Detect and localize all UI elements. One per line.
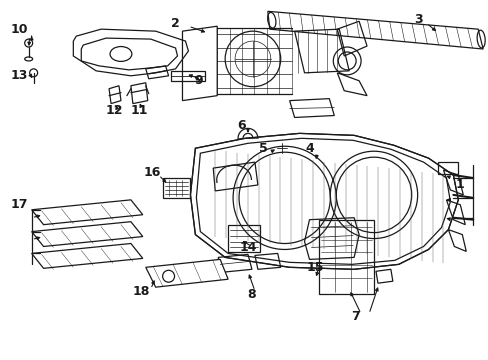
Text: 7: 7 (350, 310, 359, 323)
Bar (163, 178, 190, 198)
Text: 16: 16 (144, 166, 161, 179)
Text: 4: 4 (305, 142, 313, 155)
Text: 18: 18 (132, 285, 149, 298)
Text: 8: 8 (247, 288, 256, 301)
Text: 5: 5 (259, 142, 268, 155)
Text: 15: 15 (306, 261, 324, 274)
Text: 17: 17 (11, 198, 28, 211)
Text: 2: 2 (171, 17, 180, 30)
Polygon shape (32, 243, 142, 268)
Text: 14: 14 (239, 241, 256, 254)
Text: 1: 1 (455, 179, 464, 192)
Polygon shape (190, 133, 457, 269)
Text: 12: 12 (105, 104, 122, 117)
Bar (438, 162, 457, 174)
Text: 13: 13 (11, 69, 28, 82)
Bar (228, 225, 259, 252)
Polygon shape (32, 200, 142, 225)
Bar (319, 220, 373, 294)
Text: 10: 10 (11, 23, 28, 36)
Text: 6: 6 (237, 119, 246, 132)
Polygon shape (32, 222, 142, 247)
Bar (170, 71, 205, 81)
Text: 11: 11 (130, 104, 147, 117)
Text: 3: 3 (413, 13, 422, 26)
Text: 9: 9 (194, 74, 202, 87)
Polygon shape (145, 260, 228, 287)
